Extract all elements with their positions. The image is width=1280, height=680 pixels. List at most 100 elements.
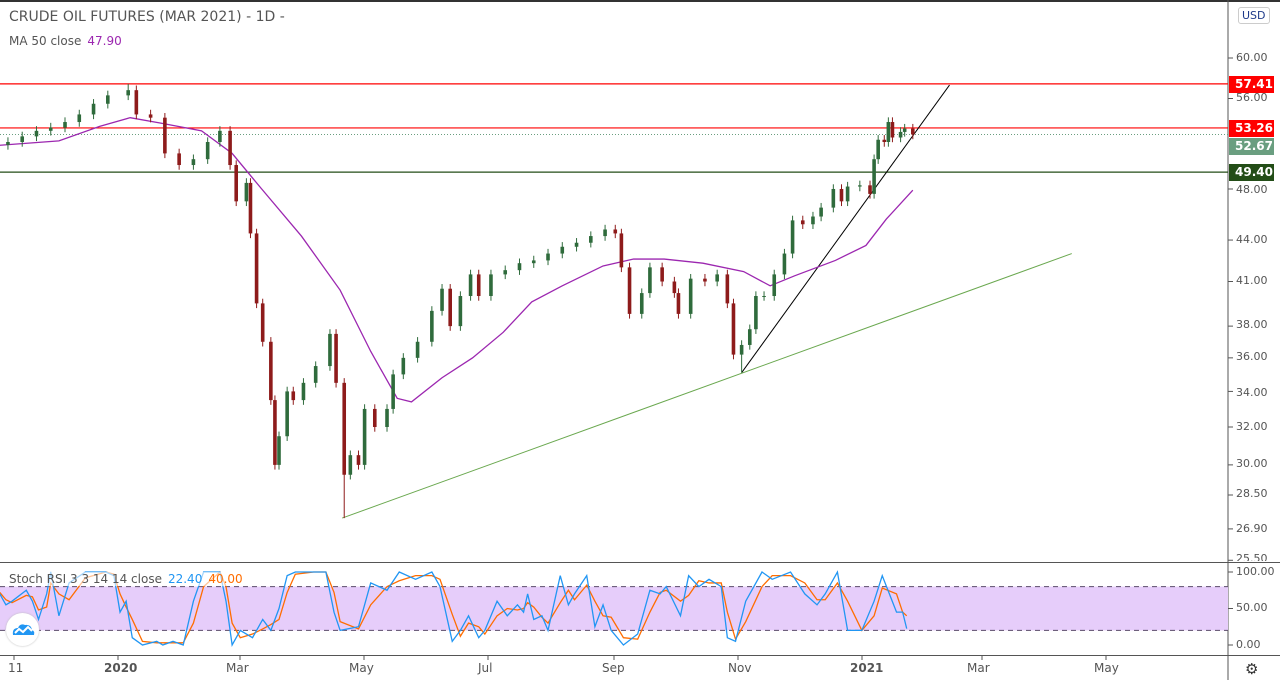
candle-body <box>391 374 395 409</box>
price-tick: 41.00 <box>1236 274 1268 287</box>
stoch-tick: 50.00 <box>1236 601 1268 614</box>
candle-body <box>106 95 110 104</box>
stoch-tick: 0.00 <box>1236 638 1261 651</box>
candle-body <box>819 207 823 217</box>
ma-legend[interactable]: MA 50 close 47.90 <box>9 34 122 48</box>
candle-body <box>440 288 444 311</box>
candle-body <box>285 391 289 437</box>
candle-body <box>328 333 332 367</box>
candle-body <box>762 296 766 298</box>
candle-body <box>800 220 805 225</box>
candle-body <box>291 391 296 401</box>
time-tick: 11 <box>8 661 24 675</box>
level-tag-57-41[interactable]: 57.41 <box>1229 76 1274 93</box>
candle-body <box>754 296 758 330</box>
candle-body <box>858 185 862 187</box>
candle-body <box>415 341 420 358</box>
level-tag-53-26[interactable]: 53.26 <box>1229 120 1274 137</box>
candle-body <box>218 130 222 143</box>
price-tick: 48.00 <box>1236 183 1268 196</box>
candle-body <box>639 293 644 314</box>
gear-icon[interactable]: ⚙ <box>1245 660 1259 678</box>
candle-body <box>613 229 618 234</box>
candle-body <box>725 274 730 304</box>
candle-body <box>839 188 844 202</box>
candle-body <box>845 186 850 202</box>
candle-body <box>244 182 249 202</box>
trendline-black <box>741 84 950 374</box>
candle-body <box>531 260 536 264</box>
price-tick: 60.00 <box>1236 51 1268 64</box>
candle-body <box>660 267 664 282</box>
stoch-band-fill <box>0 586 1228 631</box>
candle-body <box>356 455 361 465</box>
candle-body <box>503 270 508 275</box>
tradingview-cloud-icon <box>12 624 35 635</box>
tradingview-logo[interactable] <box>6 613 39 646</box>
level-tag-49-40[interactable]: 49.40 <box>1229 164 1274 181</box>
candle-body <box>313 366 318 383</box>
candle-body <box>672 281 677 294</box>
candle-body <box>205 142 210 160</box>
candle-body <box>20 136 25 143</box>
time-tick: May <box>349 661 374 675</box>
candle-body <box>831 188 836 208</box>
time-tick: 2021 <box>850 661 884 675</box>
candle-body <box>277 436 281 465</box>
candle-body <box>868 185 872 194</box>
time-tick: Jul <box>478 661 493 675</box>
candle-body <box>902 128 907 132</box>
candle-body <box>77 114 82 123</box>
candle-body <box>574 242 579 247</box>
time-tick: Nov <box>728 661 752 675</box>
candle-body <box>334 333 338 383</box>
candle-body <box>63 122 67 128</box>
candle-body <box>342 382 347 475</box>
symbol-title[interactable]: CRUDE OIL FUTURES (MAR 2021) - 1D - <box>9 9 285 25</box>
candle-body <box>546 253 550 261</box>
candle-body <box>589 236 593 243</box>
candle-body <box>603 229 607 237</box>
ma-label: MA 50 close <box>9 34 82 48</box>
price-tick: 36.00 <box>1236 350 1268 363</box>
candle-body <box>890 122 895 138</box>
candle-body <box>6 142 10 145</box>
candle-body <box>269 341 273 401</box>
candle-body <box>648 267 652 294</box>
time-tick: Sep <box>602 661 625 675</box>
price-tick: 44.00 <box>1236 233 1268 246</box>
candle-body <box>619 233 624 268</box>
candle-body <box>876 139 880 160</box>
candle-body <box>401 357 406 375</box>
candle-body <box>517 263 522 271</box>
candle-body <box>703 278 707 282</box>
candle-body <box>872 159 876 194</box>
stoch-label: Stoch RSI 3 3 14 14 close <box>9 572 162 586</box>
time-tick: 2020 <box>104 661 138 675</box>
price-tick: 26.90 <box>1236 522 1268 535</box>
currency-badge[interactable]: USD <box>1238 7 1270 24</box>
candle-body <box>715 274 719 282</box>
top-border <box>0 0 1280 2</box>
candle-body <box>348 455 353 475</box>
candle-body <box>134 90 139 115</box>
candle-body <box>248 182 253 234</box>
price-tick: 25.50 <box>1236 552 1268 561</box>
candle-body <box>448 288 452 327</box>
candle-body <box>362 408 367 465</box>
candle-body <box>163 117 167 154</box>
candle-body <box>676 293 681 314</box>
time-tick: May <box>1094 661 1119 675</box>
candle-body <box>234 165 239 202</box>
candle-body <box>372 408 377 427</box>
candle-body <box>627 267 632 314</box>
candle-body <box>489 274 493 297</box>
candle-body <box>560 246 565 254</box>
ma-50-line <box>0 117 914 403</box>
candle-body <box>273 400 277 465</box>
stoch-k-value: 22.40 <box>167 572 203 586</box>
candle-body <box>91 103 96 115</box>
stoch-rsi-legend[interactable]: Stoch RSI 3 3 14 14 close 22.40 40.00 <box>9 572 243 586</box>
last-price-tag: 52.67 <box>1229 138 1274 155</box>
